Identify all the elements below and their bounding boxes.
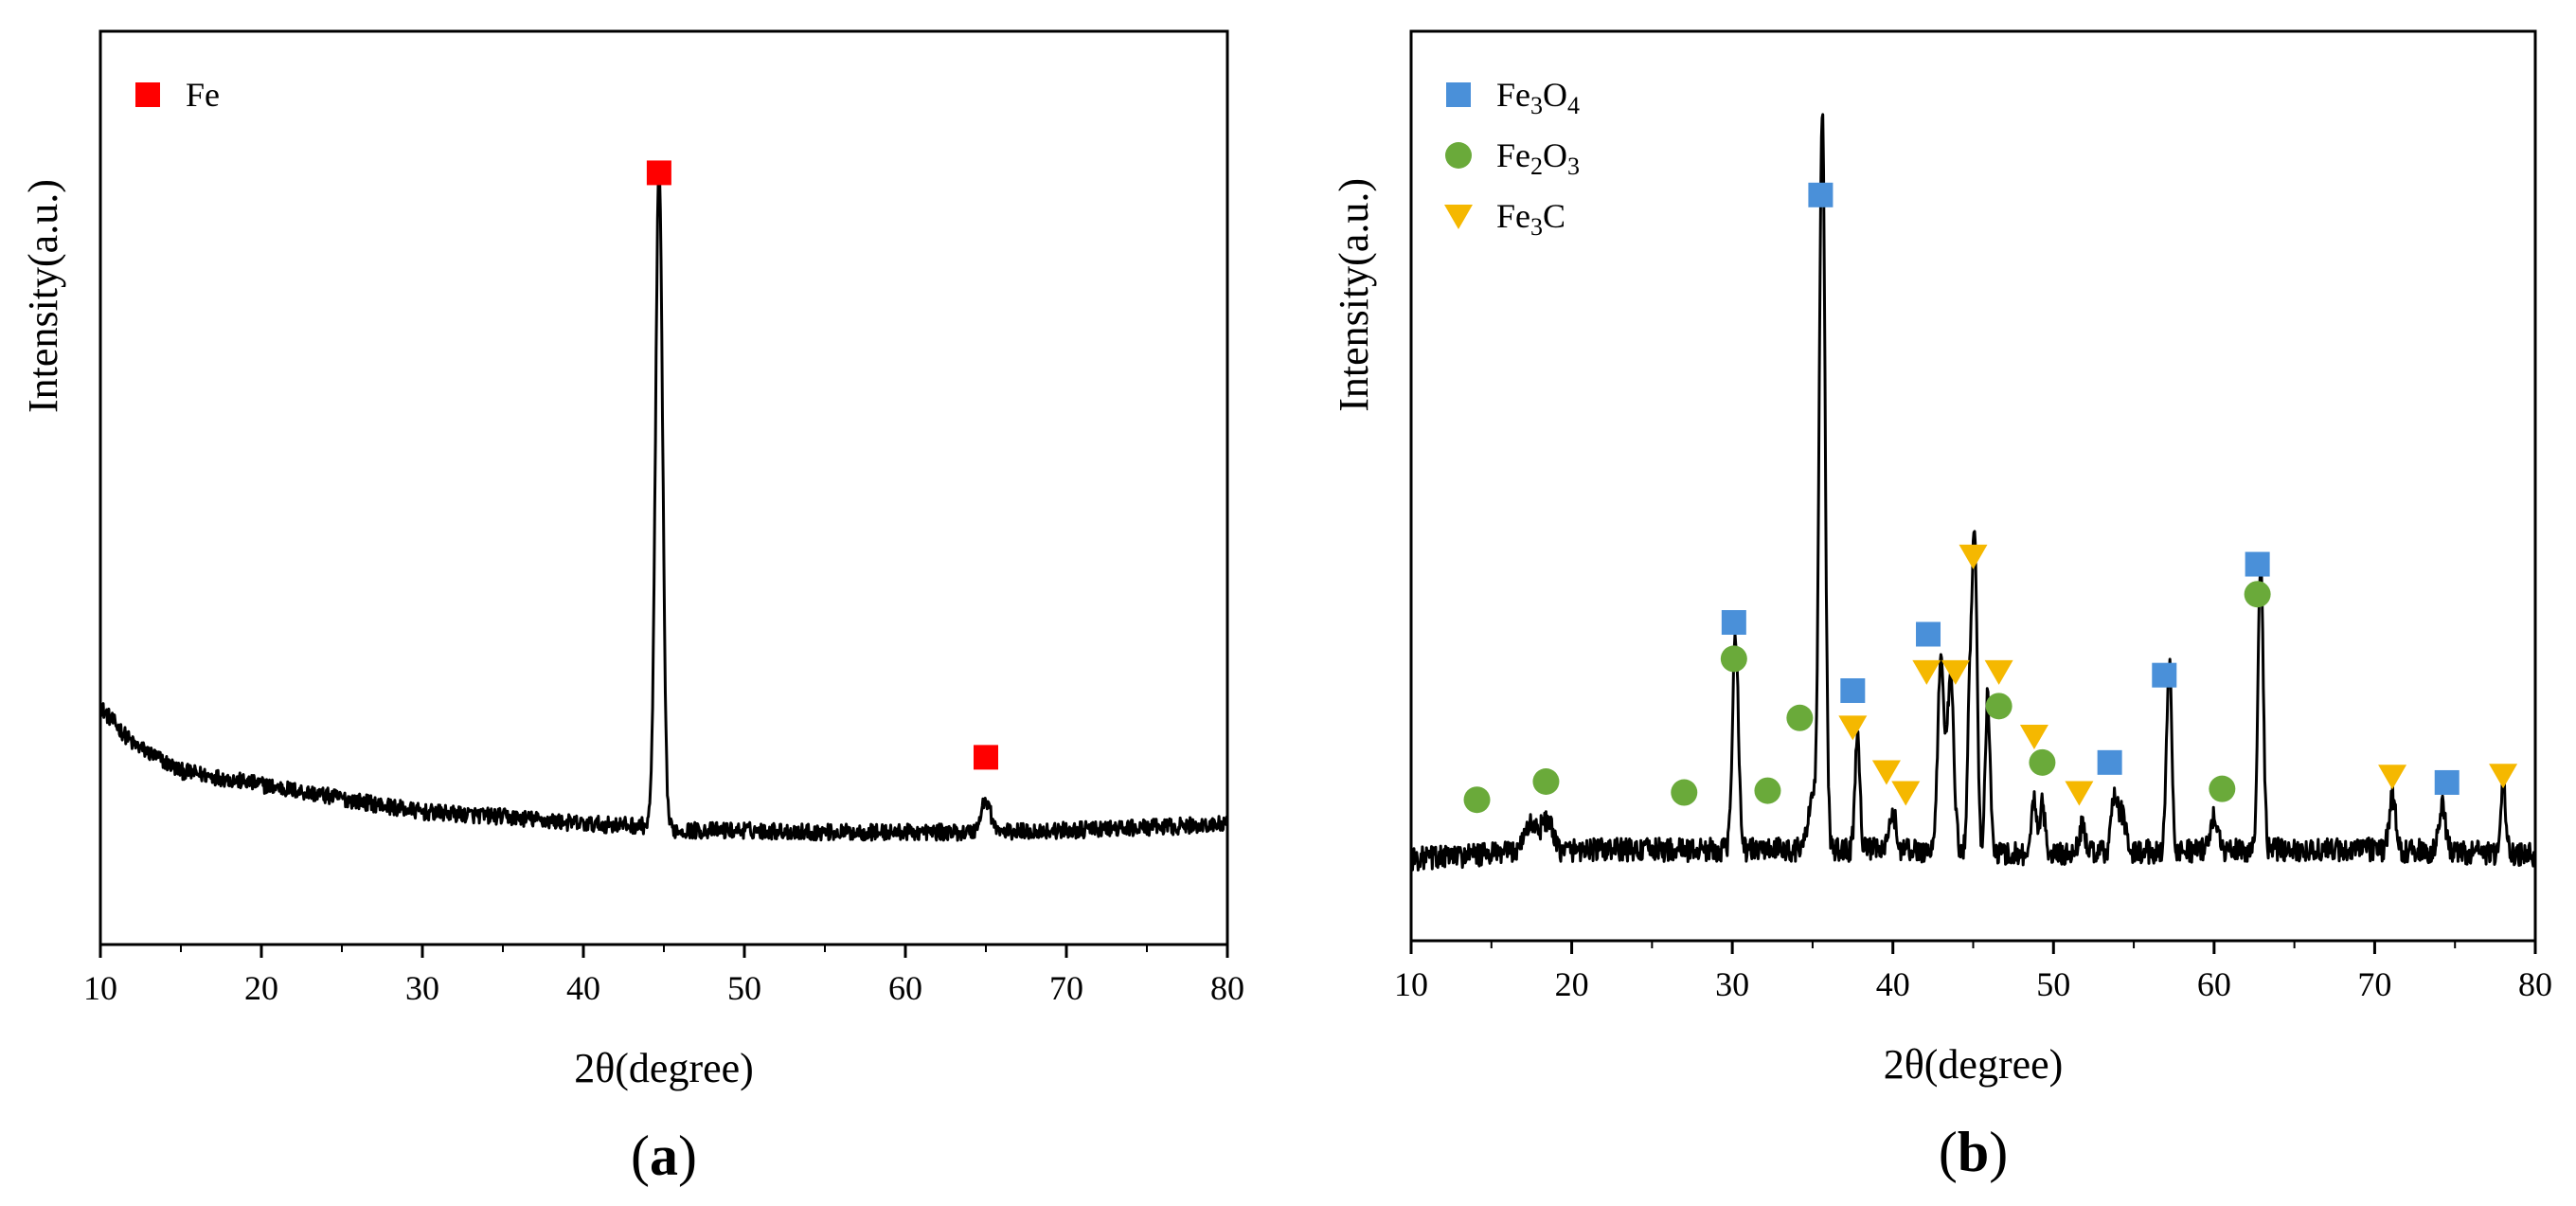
legend-marker: [1446, 82, 1471, 107]
legend-label: Fe: [186, 76, 220, 114]
x-tick-label: 60: [2197, 965, 2231, 1003]
peak-marker-fe3o4: [1916, 621, 1941, 647]
peak-marker-fe: [974, 745, 998, 770]
peak-marker-fe3c: [1941, 659, 1970, 685]
x-tick-label: 60: [888, 969, 922, 1007]
x-tick-label: 70: [1049, 969, 1083, 1007]
chart-panel-a: 10 20 30 40 50 60 70 80 2θ(degree) Intensity(a.u.…: [20, 29, 1244, 1187]
x-tick-label: 20: [1555, 965, 1589, 1003]
x-tick-label: 30: [1715, 965, 1749, 1003]
peak-marker-fe3c: [1871, 760, 1901, 785]
x-tick-label: 40: [566, 969, 600, 1007]
xrd-trace: [1409, 113, 2536, 872]
legend-label: Fe3C: [1496, 197, 1565, 241]
x-tick-label: 20: [244, 969, 278, 1007]
xrd-trace: [98, 171, 1229, 842]
peak-marker-fe3o4: [1721, 610, 1746, 635]
peak-marker-fe2o3: [1720, 645, 1747, 673]
peak-marker-fe2o3: [1754, 777, 1781, 804]
y-axis-title: Intensity(a.u.): [1331, 178, 1377, 412]
peak-marker-fe2o3: [2209, 775, 2236, 802]
legend-marker: [1445, 142, 1472, 169]
legend-marker: [135, 82, 160, 107]
peak-marker-fe3c: [2489, 764, 2518, 789]
x-axis-title: 2θ(degree): [574, 1045, 754, 1091]
x-tick-label: 10: [1394, 965, 1428, 1003]
peak-marker-fe2o3: [1463, 786, 1491, 814]
peak-marker-fe3o4: [2152, 662, 2177, 688]
peak-marker-fe2o3: [2029, 748, 2056, 776]
peak-marker-fe: [646, 160, 671, 186]
peak-marker-fe3c: [2065, 781, 2094, 806]
x-tick-label: 30: [405, 969, 439, 1007]
peak-marker-fe3o4: [1808, 182, 1834, 207]
peak-marker-fe2o3: [1985, 693, 2012, 720]
x-tick-label: 40: [1876, 965, 1910, 1003]
legend-label: Fe2O3: [1496, 136, 1580, 180]
peak-marker-fe3o4: [2245, 551, 2270, 577]
peak-marker-fe3c: [1959, 544, 1988, 569]
x-tick-label: 50: [727, 969, 761, 1007]
x-tick-label: 50: [2036, 965, 2070, 1003]
peak-marker-fe3o4: [1840, 678, 1866, 703]
x-tick-label: 10: [83, 969, 117, 1007]
peak-marker-fe3o4: [2097, 749, 2122, 775]
legend-marker: [1444, 205, 1473, 229]
peak-marker-fe2o3: [1532, 768, 1560, 795]
panel-label: (a): [631, 1125, 697, 1187]
x-tick-label: 80: [1210, 969, 1244, 1007]
peak-marker-fe2o3: [1671, 779, 1698, 806]
peak-marker-fe3c: [1891, 781, 1921, 806]
x-axis-title: 2θ(degree): [1884, 1041, 2064, 1088]
y-axis-title: Intensity(a.u.): [20, 179, 66, 413]
peak-marker-fe3c: [1984, 659, 2013, 685]
peak-marker-fe3c: [2378, 765, 2407, 790]
peak-marker-fe3c: [1838, 715, 1868, 741]
x-tick-label: 80: [2518, 965, 2552, 1003]
plot-frame: [1409, 29, 2537, 943]
peak-marker-fe3o4: [2434, 769, 2460, 795]
peak-marker-fe3c: [1912, 659, 1941, 685]
peak-marker-fe2o3: [1786, 704, 1814, 731]
legend-label: Fe3O4: [1496, 76, 1580, 119]
x-tick-label: 70: [2357, 965, 2391, 1003]
peak-marker-fe2o3: [2244, 581, 2271, 608]
chart-panel-b: 10 20 30 40 50 60 70 80 2θ(degree) Intensity(a.u.…: [1331, 29, 2552, 1183]
peak-marker-fe3c: [2019, 725, 2048, 749]
panel-label: (b): [1939, 1121, 2008, 1183]
